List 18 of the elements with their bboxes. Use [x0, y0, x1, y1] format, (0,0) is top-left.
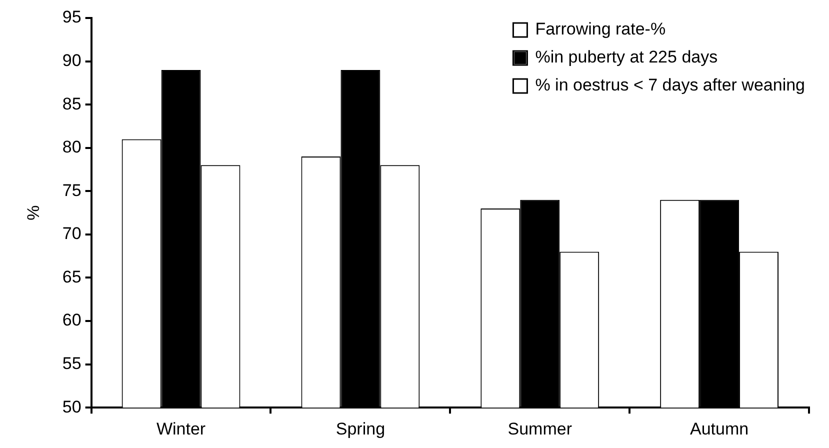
y-tick-label: 85: [62, 94, 82, 114]
x-tick-label: Spring: [336, 419, 386, 438]
y-tick-label: 65: [62, 267, 82, 286]
x-tick-label: Summer: [508, 419, 572, 438]
y-tick-label: 60: [62, 310, 82, 330]
y-tick-label: 50: [62, 397, 82, 416]
legend-label: Farrowing rate-%: [535, 20, 666, 39]
y-tick-label: 90: [62, 50, 82, 70]
y-tick-label: 55: [62, 354, 82, 373]
y-tick-label: 75: [62, 180, 82, 200]
x-tick-label: Autumn: [690, 419, 749, 438]
legend-label: %in puberty at 225 days: [535, 48, 718, 67]
y-tick-label: 80: [62, 138, 82, 157]
x-tick-label: Winter: [156, 419, 206, 438]
y-axis-title: %: [24, 205, 43, 220]
y-tick-label: 95: [62, 8, 82, 27]
y-tick-label: 70: [62, 224, 82, 244]
legend-label: % in oestrus < 7 days after weaning: [535, 76, 806, 95]
